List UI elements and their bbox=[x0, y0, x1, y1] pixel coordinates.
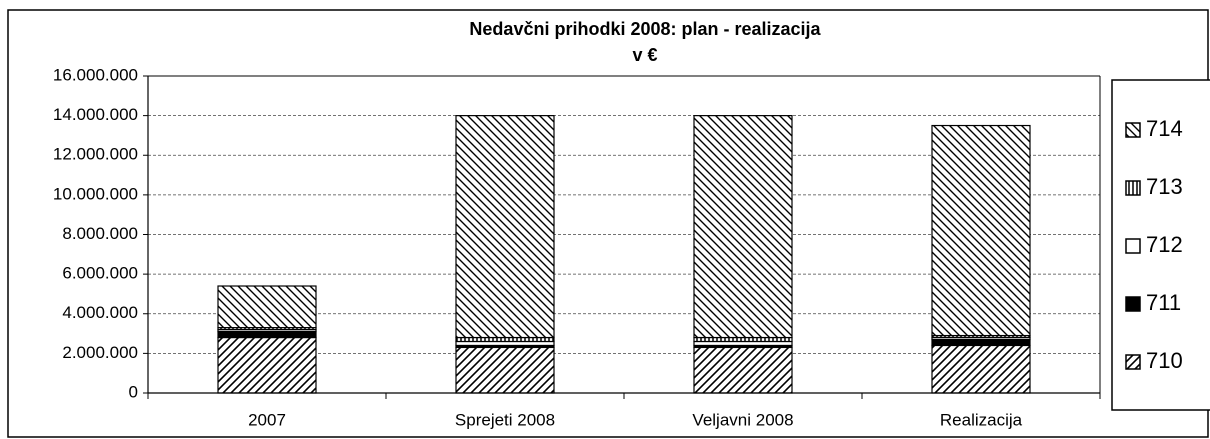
bar-segment bbox=[455, 115, 555, 339]
x-tick-label: Veljavni 2008 bbox=[692, 410, 793, 429]
bar-segment bbox=[455, 346, 555, 394]
y-tick-label: 10.000.000 bbox=[53, 184, 138, 203]
y-tick-label: 14.000.000 bbox=[53, 105, 138, 124]
bar-segment bbox=[931, 338, 1031, 347]
legend-swatch bbox=[1125, 180, 1141, 196]
legend-label: 713 bbox=[1146, 174, 1183, 199]
legend-swatch bbox=[1125, 354, 1141, 370]
y-tick-label: 0 bbox=[129, 382, 138, 401]
y-tick-label: 4.000.000 bbox=[62, 303, 138, 322]
y-tick-label: 2.000.000 bbox=[62, 343, 138, 362]
x-tick-label: Realizacija bbox=[940, 410, 1023, 429]
bar-segment bbox=[217, 336, 317, 394]
chart-title: Nedavčni prihodki 2008: plan - realizaci… bbox=[469, 19, 821, 39]
legend-label: 714 bbox=[1146, 116, 1183, 141]
legend-swatch bbox=[1125, 122, 1141, 138]
bar-segment bbox=[693, 115, 793, 339]
x-tick-label: Sprejeti 2008 bbox=[455, 410, 555, 429]
legend-label: 711 bbox=[1146, 290, 1181, 315]
chart-subtitle: v € bbox=[632, 45, 657, 65]
y-tick-label: 6.000.000 bbox=[62, 264, 138, 283]
bar-segment bbox=[693, 346, 793, 394]
y-tick-label: 12.000.000 bbox=[53, 145, 138, 164]
bar-segment bbox=[217, 330, 317, 339]
y-tick-label: 16.000.000 bbox=[53, 65, 138, 84]
legend-label: 710 bbox=[1146, 348, 1183, 373]
legend-swatch bbox=[1125, 238, 1141, 254]
bar-segment bbox=[217, 285, 317, 329]
bar-segment bbox=[931, 344, 1031, 394]
y-tick-label: 8.000.000 bbox=[62, 224, 138, 243]
x-tick-label: 2007 bbox=[248, 410, 286, 429]
legend-swatch bbox=[1125, 296, 1141, 312]
bar-segment bbox=[931, 124, 1031, 337]
legend-label: 712 bbox=[1146, 232, 1183, 257]
